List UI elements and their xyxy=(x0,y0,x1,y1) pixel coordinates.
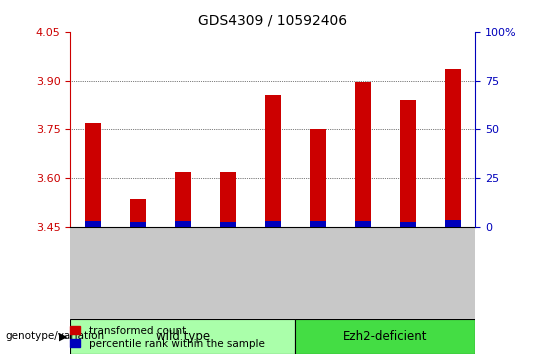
Text: genotype/variation: genotype/variation xyxy=(5,331,105,341)
Bar xyxy=(130,199,146,227)
Bar xyxy=(220,172,235,227)
Title: GDS4309 / 10592406: GDS4309 / 10592406 xyxy=(198,14,347,28)
Text: ▶: ▶ xyxy=(59,331,68,341)
Bar xyxy=(445,220,461,227)
Bar xyxy=(400,222,416,227)
Bar xyxy=(310,221,326,227)
Bar xyxy=(295,319,475,354)
Bar xyxy=(85,123,100,227)
Legend: transformed count, percentile rank within the sample: transformed count, percentile rank withi… xyxy=(70,326,265,349)
Bar xyxy=(265,95,281,227)
Text: Ezh2-deficient: Ezh2-deficient xyxy=(343,330,428,343)
Bar xyxy=(445,69,461,227)
Bar xyxy=(355,82,370,227)
Bar xyxy=(175,172,191,227)
Bar xyxy=(175,221,191,227)
Bar xyxy=(265,221,281,227)
Bar xyxy=(70,319,295,354)
Bar xyxy=(355,221,370,227)
Text: wild type: wild type xyxy=(156,330,210,343)
Bar xyxy=(400,100,416,227)
Bar xyxy=(85,221,100,227)
Bar xyxy=(130,222,146,227)
Bar xyxy=(220,222,235,227)
Bar xyxy=(310,129,326,227)
